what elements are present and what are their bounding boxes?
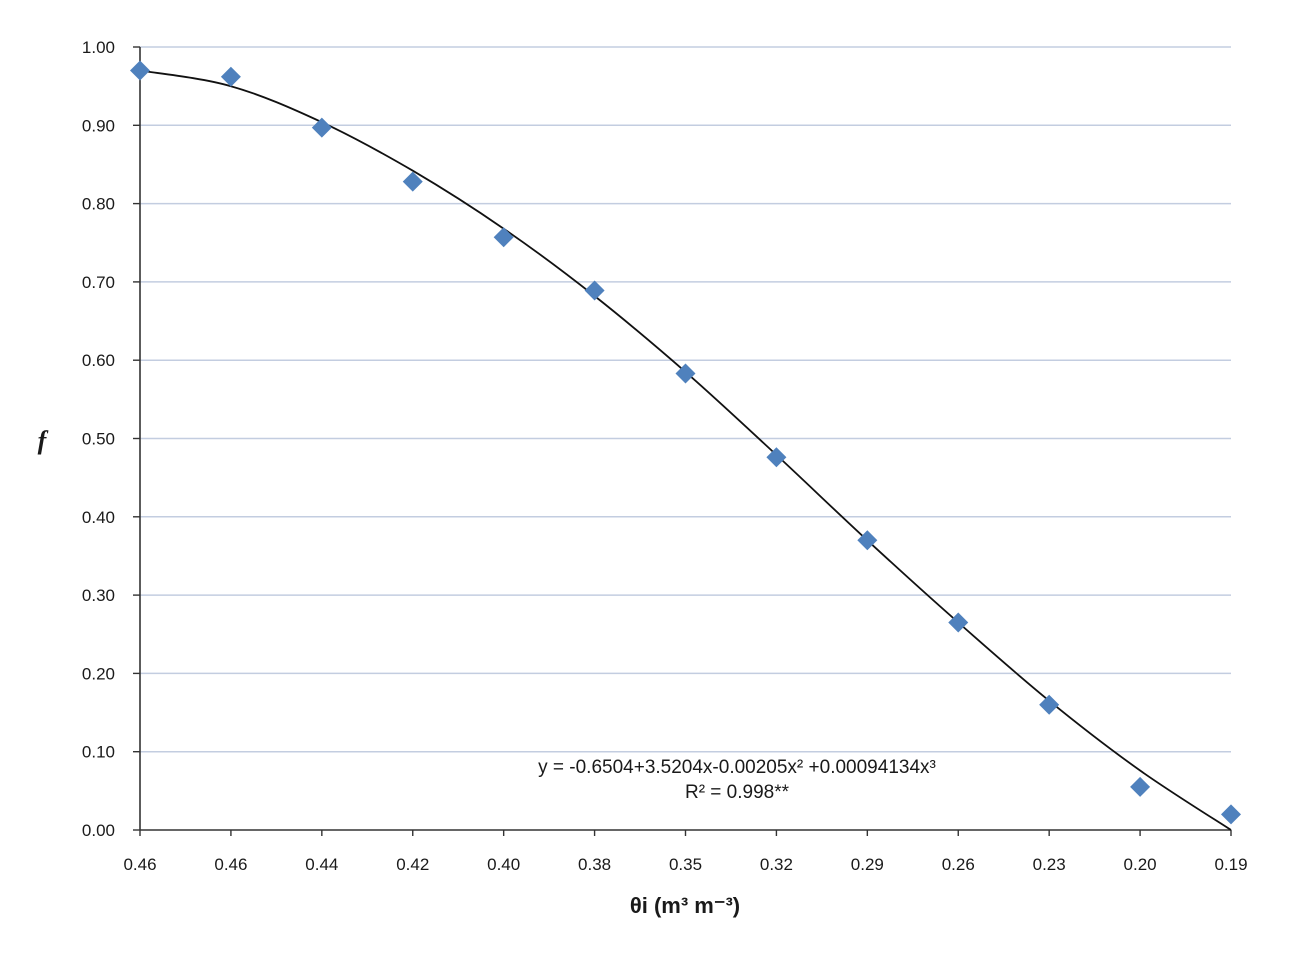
x-tick-label: 0.42 (396, 855, 429, 874)
data-point (675, 363, 696, 384)
y-tick-label: 0.50 (82, 430, 115, 449)
y-tick-label: 0.20 (82, 664, 115, 683)
trendline (139, 69, 1232, 831)
y-tick-label: 0.00 (82, 821, 115, 840)
data-point (584, 280, 605, 301)
y-tick-label: 0.70 (82, 273, 115, 292)
y-tick-label: 0.40 (82, 508, 115, 527)
x-tick-label: 0.20 (1124, 855, 1157, 874)
x-tick-label: 0.46 (123, 855, 156, 874)
data-point (1130, 776, 1151, 797)
x-tick-label: 0.44 (305, 855, 338, 874)
trendline-equation: y = -0.6504+3.5204x-0.00205x² +0.0009413… (538, 757, 936, 778)
y-tick-label: 0.30 (82, 586, 115, 605)
x-tick-label: 0.26 (942, 855, 975, 874)
x-tick-label: 0.29 (851, 855, 884, 874)
data-point (220, 66, 241, 87)
y-axis-title: f (38, 426, 49, 455)
gridlines (140, 46, 1231, 753)
x-tick-label: 0.32 (760, 855, 793, 874)
data-point (948, 612, 969, 633)
x-tick-label: 0.40 (487, 855, 520, 874)
x-tick-label: 0.19 (1214, 855, 1247, 874)
r-squared-label: R² = 0.998** (685, 782, 790, 803)
y-tick-label: 0.80 (82, 195, 115, 214)
x-axis-ticks: 0.46 0.46 0.44 0.42 0.40 0.38 0.35 0.32 0.29 0.26… (123, 830, 1248, 874)
x-tick-label: 0.46 (214, 855, 247, 874)
data-points (130, 60, 1241, 825)
y-tick-label: 1.00 (82, 38, 115, 57)
x-tick-label: 0.35 (669, 855, 702, 874)
y-axis-ticks: 0.00 0.10 0.20 0.30 0.40 0.50 0.60 0.70 0.80 0.90… (82, 38, 140, 840)
x-axis-title: θi (m³ m⁻³) (630, 893, 740, 918)
data-point (311, 117, 332, 138)
data-point (130, 60, 150, 81)
data-point (402, 171, 423, 192)
y-tick-label: 0.10 (82, 743, 115, 762)
data-point (493, 227, 514, 248)
data-point (857, 530, 878, 551)
y-tick-label: 0.90 (82, 116, 115, 135)
x-tick-label: 0.38 (578, 855, 611, 874)
data-point (766, 447, 787, 468)
data-point (1039, 694, 1060, 715)
x-tick-label: 0.23 (1033, 855, 1066, 874)
y-tick-label: 0.60 (82, 351, 115, 370)
data-point (1221, 804, 1241, 825)
